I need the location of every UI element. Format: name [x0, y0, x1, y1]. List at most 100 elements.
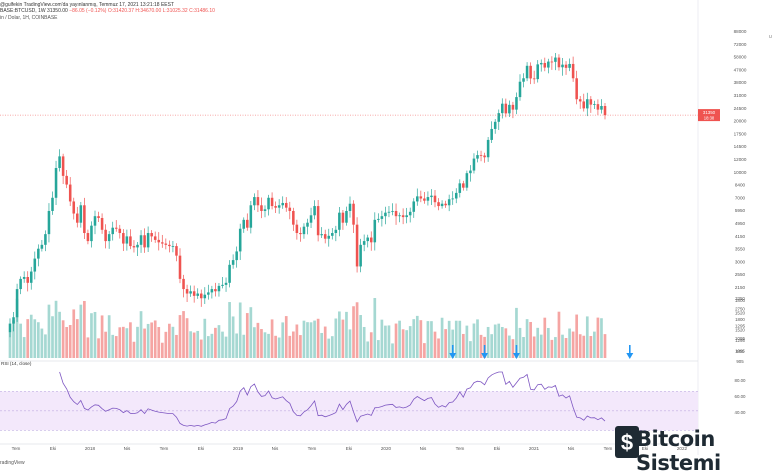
volume-bar — [22, 337, 26, 358]
candle-body — [178, 255, 182, 279]
volume-bar — [412, 319, 416, 358]
volume-bar — [242, 334, 246, 358]
candle-body — [143, 235, 146, 248]
volume-bar — [125, 328, 129, 358]
candle-body — [416, 196, 419, 202]
volume-bar — [143, 328, 146, 358]
volume-bar — [486, 326, 490, 358]
volume-bar — [238, 302, 242, 358]
volume-bar — [539, 334, 543, 358]
volume-bar — [362, 326, 366, 358]
x-tick-label: Nis — [568, 446, 575, 451]
volume-bar — [58, 311, 61, 358]
volume-bar — [341, 319, 345, 358]
candle-body — [430, 195, 433, 198]
candle-body — [366, 237, 369, 242]
volume-bar — [185, 318, 189, 358]
candle-body — [114, 227, 118, 229]
y-tick-label: 47000 — [734, 67, 747, 72]
candle-body — [192, 291, 196, 296]
candle-body — [515, 97, 518, 110]
volume-bar — [476, 319, 479, 358]
volume-bar — [561, 334, 564, 358]
candle-body — [408, 211, 412, 216]
volume-bar — [15, 298, 19, 358]
volume-bar — [479, 334, 483, 358]
candle-body — [469, 170, 472, 174]
volume-bar — [118, 327, 122, 358]
y-tick-label: 10000 — [734, 170, 747, 175]
candle-body — [295, 224, 299, 234]
volume-bar — [68, 325, 72, 358]
volume-bar — [111, 334, 115, 358]
volume-bar — [330, 336, 334, 358]
y-tick-label: 1520 — [735, 311, 746, 316]
y-tick-label: 24500 — [734, 106, 747, 111]
candle-body — [267, 197, 270, 210]
candle-body — [263, 209, 267, 211]
candle-body — [511, 104, 515, 110]
y-tick-label: 38000 — [734, 80, 747, 85]
volume-bar — [398, 320, 401, 358]
volume-bar — [472, 323, 476, 358]
candle-body — [504, 103, 508, 114]
candle-body — [593, 104, 596, 105]
candle-body — [391, 210, 394, 212]
candle-body — [122, 233, 125, 244]
volume-bar — [281, 322, 285, 358]
volume-bar — [603, 334, 607, 358]
brand-name: Bitcoin Sistemi — [636, 427, 721, 475]
volume-bar — [518, 327, 522, 358]
rsi-line — [59, 371, 606, 427]
volume-bar — [387, 325, 391, 358]
volume-bar — [196, 330, 200, 358]
volume-bar — [253, 327, 256, 358]
candle-body — [603, 106, 607, 116]
candle-body — [161, 242, 164, 244]
candle-body — [458, 183, 462, 193]
candle-body — [15, 289, 19, 318]
candle-body — [302, 226, 306, 235]
volume-bar — [114, 336, 118, 358]
volume-bar — [171, 326, 175, 358]
volume-bar — [267, 333, 270, 358]
candle-body — [384, 212, 387, 217]
x-tick-label: Nis — [420, 446, 427, 451]
volume-bar — [419, 320, 423, 358]
candle-body — [79, 205, 83, 223]
candle-body — [387, 211, 391, 213]
volume-bar — [40, 328, 44, 358]
candle-body — [210, 289, 214, 293]
y-tick-label: 14500 — [734, 144, 747, 149]
y-tick-label: 3000 — [735, 259, 746, 264]
candle-body — [490, 128, 493, 140]
volume-bar — [575, 314, 579, 358]
volume-bar — [65, 327, 69, 358]
x-tick-label: Tem — [12, 446, 21, 451]
candle-body — [125, 236, 129, 244]
candle-body — [454, 192, 458, 199]
candle-body — [578, 99, 582, 102]
candle-body — [568, 63, 571, 68]
volume-bar — [585, 316, 589, 358]
volume-bar — [146, 323, 150, 358]
volume-bar — [352, 306, 355, 358]
volume-bar — [36, 322, 40, 358]
volume-bar — [522, 336, 525, 358]
volume-bar — [75, 319, 79, 358]
volume-bar — [465, 325, 469, 358]
current-price-tag — [698, 109, 720, 122]
volume-bar — [51, 316, 54, 358]
x-tick-label: Eki — [198, 446, 204, 451]
volume-bar — [274, 335, 277, 358]
candle-body — [274, 206, 277, 208]
volume-bar — [309, 322, 313, 358]
rsi-label: RSI (14, close) — [1, 361, 32, 366]
volume-bar — [554, 337, 557, 358]
candle-body — [529, 65, 532, 79]
candle-body — [564, 64, 568, 68]
candle-body — [22, 276, 26, 279]
x-tick-label: Eki — [50, 446, 56, 451]
